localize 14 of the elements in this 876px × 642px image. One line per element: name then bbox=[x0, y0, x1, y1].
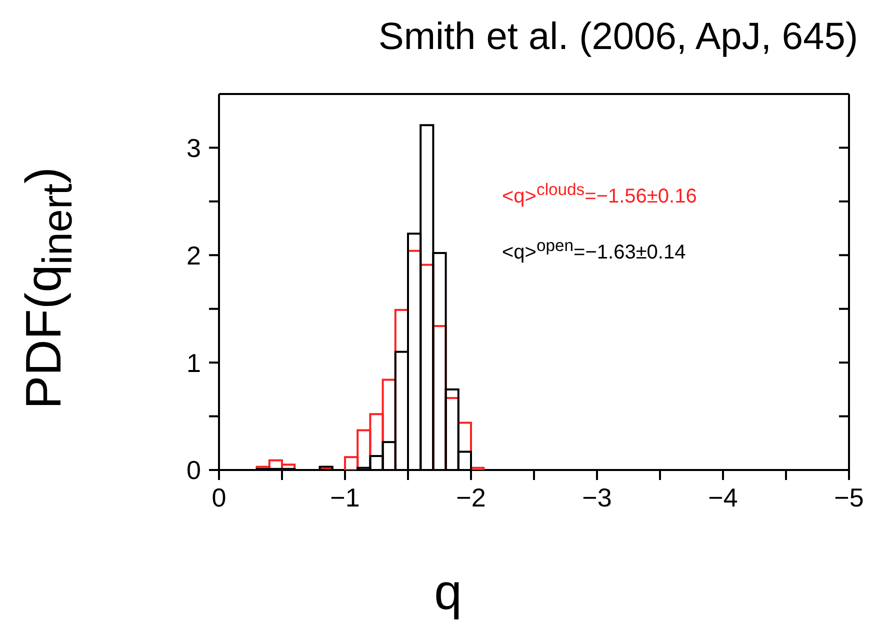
annotation: <q>$^{clouds}$=−1.56±0.16 bbox=[502, 180, 697, 209]
y-tick-label: 2 bbox=[186, 240, 201, 270]
x-tick-label: −3 bbox=[582, 482, 612, 512]
chart-title: Smith et al. (2006, ApJ, 645) bbox=[378, 16, 858, 59]
annotation: <q>$^{open}$=−1.63±0.14 bbox=[502, 236, 686, 265]
x-axis-title: q bbox=[433, 563, 463, 621]
x-tick-label: −1 bbox=[330, 482, 360, 512]
y-tick-label: 3 bbox=[186, 132, 201, 163]
y-tick-label: 1 bbox=[186, 348, 201, 378]
x-tick-label: −2 bbox=[456, 482, 486, 512]
y-tick-label: 0 bbox=[186, 455, 201, 486]
x-tick-label: −5 bbox=[834, 482, 864, 512]
x-tick-label: −4 bbox=[708, 482, 738, 512]
x-tick-label: 0 bbox=[212, 482, 226, 512]
